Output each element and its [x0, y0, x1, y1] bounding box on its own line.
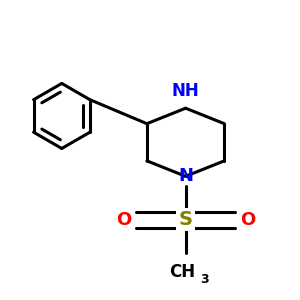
Text: N: N — [178, 167, 193, 185]
Text: 3: 3 — [200, 273, 209, 286]
Text: NH: NH — [172, 82, 200, 100]
Text: O: O — [240, 211, 255, 229]
Text: S: S — [178, 210, 193, 229]
Text: O: O — [116, 211, 131, 229]
Text: CH: CH — [169, 263, 195, 281]
